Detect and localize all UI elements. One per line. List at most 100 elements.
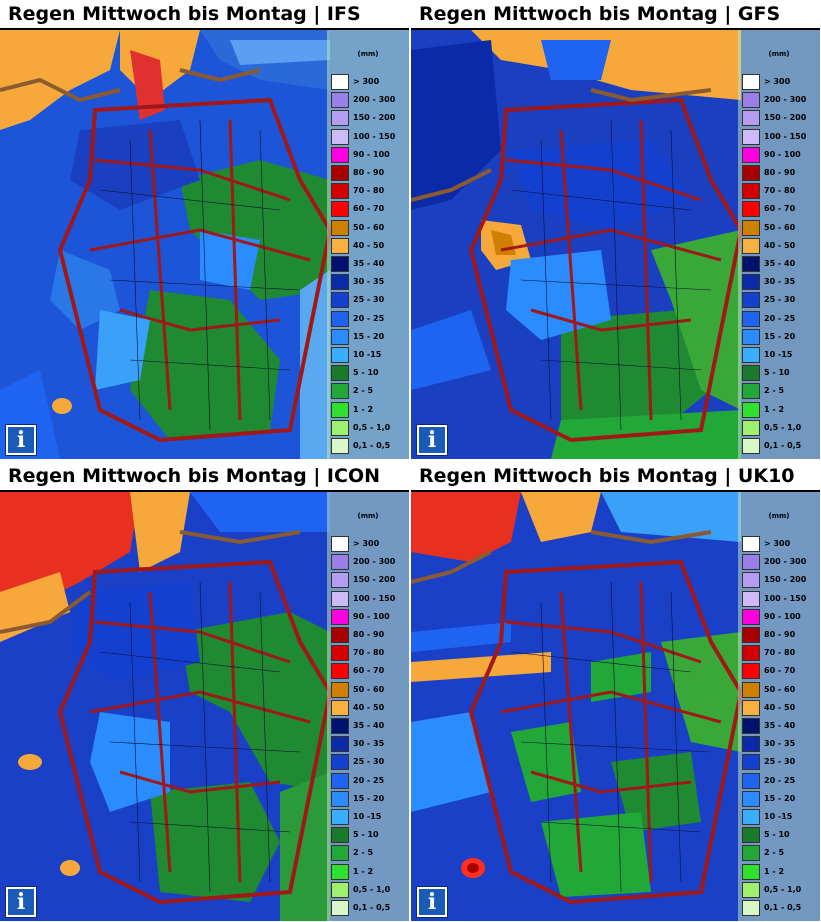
legend-swatch — [742, 383, 760, 400]
legend-swatch — [331, 736, 349, 753]
legend-label: 25 - 30 — [353, 295, 385, 305]
legend-row: 35 - 40 — [331, 256, 407, 272]
legend-label: 150 - 200 — [764, 113, 807, 123]
legend-label: 10 -15 — [353, 812, 382, 821]
legend-swatch — [742, 736, 760, 753]
legend-row: 90 - 100 — [742, 608, 818, 625]
legend-swatch — [331, 310, 349, 327]
legend-row: 25 - 30 — [331, 292, 407, 309]
legend-swatch — [331, 347, 349, 363]
legend-swatch — [331, 754, 349, 771]
panel-title: Regen Mittwoch bis Montag | UK10 — [411, 462, 820, 492]
legend-row: 150 - 200 — [742, 572, 818, 589]
legend-row: 0,5 - 1,0 — [742, 419, 818, 436]
legend-label: 200 - 300 — [353, 557, 396, 567]
legend-row: 150 - 200 — [331, 110, 407, 127]
legend-label: 40 - 50 — [353, 702, 385, 712]
legend-label: 0,5 - 1,0 — [764, 422, 802, 432]
legend-row: 30 - 35 — [742, 736, 818, 753]
legend-label: > 300 — [353, 539, 380, 548]
legend-row: 15 - 20 — [331, 328, 407, 345]
legend-row: 5 - 10 — [331, 827, 407, 844]
legend-swatch — [742, 201, 760, 218]
legend-swatch — [742, 74, 760, 90]
legend-swatch — [742, 419, 760, 436]
legend-row: 1 - 2 — [742, 401, 818, 418]
legend-label: 100 - 150 — [353, 593, 396, 603]
legend-label: 70 - 80 — [764, 648, 796, 658]
legend-label: 0,5 - 1,0 — [764, 884, 802, 894]
legend-label: 60 - 70 — [353, 666, 385, 676]
legend-row: 90 - 100 — [742, 146, 818, 163]
legend-swatch — [331, 237, 349, 254]
panel-title: Regen Mittwoch bis Montag | ICON — [0, 462, 409, 492]
legend-swatch — [742, 219, 760, 236]
legend-swatch — [742, 572, 760, 589]
legend-label: 20 - 25 — [764, 775, 796, 785]
legend-swatch — [331, 128, 349, 145]
info-icon[interactable]: i — [6, 887, 36, 917]
legend-row: 0,1 - 0,5 — [331, 900, 407, 916]
legend-swatch — [742, 237, 760, 254]
legend-swatch — [331, 681, 349, 698]
legend-label: 50 - 60 — [353, 222, 385, 232]
legend-swatch — [331, 881, 349, 898]
legend-label: 10 -15 — [353, 350, 382, 359]
legend-swatch — [331, 365, 349, 382]
legend-label: 150 - 200 — [353, 113, 396, 123]
legend-label: 200 - 300 — [764, 557, 807, 567]
legend-label: 60 - 70 — [764, 204, 796, 214]
legend-swatch — [742, 274, 760, 291]
legend-unit: (mm) — [357, 512, 379, 520]
legend-label: 60 - 70 — [764, 666, 796, 676]
legend-row: > 300 — [331, 536, 407, 552]
legend-swatch — [742, 256, 760, 272]
legend-row: 200 - 300 — [331, 92, 407, 109]
legend-row: 15 - 20 — [742, 328, 818, 345]
legend-label: 40 - 50 — [353, 240, 385, 250]
legend-swatch — [331, 146, 349, 163]
legend-row: 0,5 - 1,0 — [331, 419, 407, 436]
legend-label: 90 - 100 — [353, 611, 390, 621]
legend-swatch — [742, 554, 760, 571]
legend-row: 200 - 300 — [742, 92, 818, 109]
legend-label: > 300 — [764, 539, 791, 548]
legend-row: 50 - 60 — [331, 681, 407, 698]
legend-row: 80 - 90 — [742, 165, 818, 181]
legend-swatch — [331, 827, 349, 844]
info-icon[interactable]: i — [6, 425, 36, 455]
legend-swatch — [331, 863, 349, 880]
legend-row: > 300 — [742, 536, 818, 552]
legend-row: 30 - 35 — [331, 736, 407, 753]
legend-label: 5 - 10 — [353, 368, 379, 378]
legend-swatch — [742, 699, 760, 716]
legend-row: 15 - 20 — [331, 790, 407, 807]
legend-row: 60 - 70 — [742, 663, 818, 680]
legend-row: 10 -15 — [331, 809, 407, 825]
legend-swatch — [331, 699, 349, 716]
legend-row: > 300 — [742, 74, 818, 90]
legend-swatch — [331, 572, 349, 589]
info-icon[interactable]: i — [417, 425, 447, 455]
legend-label: 5 - 10 — [764, 830, 790, 840]
legend-swatch — [331, 554, 349, 571]
legend-label: 20 - 25 — [764, 313, 796, 323]
legend-label: 0,5 - 1,0 — [353, 422, 391, 432]
legend-row: 100 - 150 — [331, 590, 407, 607]
legend-row: 10 -15 — [331, 347, 407, 363]
legend-swatch — [742, 790, 760, 807]
legend-swatch — [331, 110, 349, 127]
legend-row: 25 - 30 — [331, 754, 407, 771]
legend-swatch — [742, 663, 760, 680]
legend-label: 15 - 20 — [764, 793, 796, 803]
legend-swatch — [331, 608, 349, 625]
legend-swatch — [331, 201, 349, 218]
legend-swatch — [331, 627, 349, 643]
legend-label: 0,5 - 1,0 — [353, 884, 391, 894]
legend-swatch — [331, 790, 349, 807]
legend-row: 40 - 50 — [742, 699, 818, 716]
legend-label: 80 - 90 — [353, 630, 385, 639]
legend-label: 1 - 2 — [764, 866, 785, 876]
info-icon[interactable]: i — [417, 887, 447, 917]
legend-row: 5 - 10 — [742, 827, 818, 844]
